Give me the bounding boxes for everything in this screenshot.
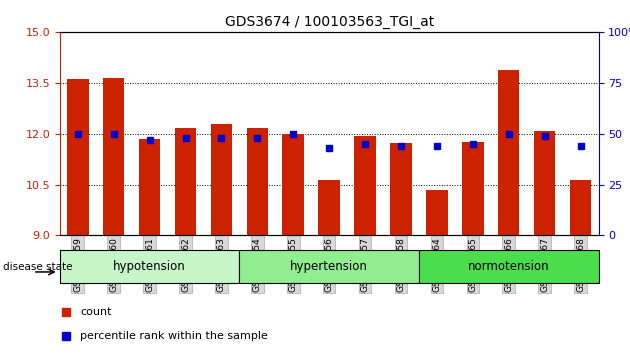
Bar [354,136,376,235]
Bar [462,142,484,235]
Bar [534,131,556,235]
Bar [318,181,340,235]
Text: percentile rank within the sample: percentile rank within the sample [80,331,268,341]
Bar [210,125,232,235]
Title: GDS3674 / 100103563_TGI_at: GDS3674 / 100103563_TGI_at [224,16,434,29]
Bar [139,139,161,235]
Text: count: count [80,307,112,317]
Bar [426,190,448,235]
Bar [103,78,125,235]
Bar [246,127,268,235]
Bar [239,250,419,283]
Text: disease state: disease state [3,262,72,272]
Bar [67,79,89,235]
Bar [419,250,598,283]
Bar [175,127,197,235]
Bar [570,181,592,235]
Text: normotension: normotension [468,260,549,273]
Bar [390,143,412,235]
Bar [498,70,520,235]
Bar [60,250,239,283]
Text: hypertension: hypertension [290,260,368,273]
Text: hypotension: hypotension [113,260,186,273]
Bar [282,133,304,235]
